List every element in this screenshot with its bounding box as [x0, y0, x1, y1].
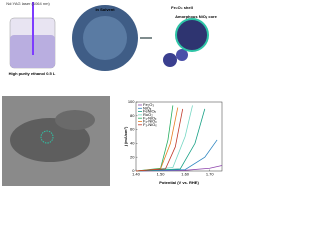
legend-label: RuO₂ — [143, 112, 153, 117]
y-tick-label: 40 — [130, 140, 135, 145]
tem-image — [2, 96, 110, 186]
plot-frame — [135, 101, 223, 172]
x-tick-label: 1.60 — [181, 172, 190, 177]
series-line — [135, 139, 218, 172]
legend-label: F₃-NiOₓ — [143, 122, 157, 127]
legend-label: F₂-NiOₓ — [143, 119, 157, 124]
graphical-abstract: Nd:YAG laser (1064 nm) High purity ethan… — [2, 1, 223, 186]
highlight — [40, 130, 54, 144]
beaker-label: High purity ethanol 0.5 L — [9, 71, 56, 76]
y-tick-label: 0 — [132, 168, 135, 173]
schematic: Nd:YAG laser (1064 nm) High purity ethan… — [6, 1, 217, 76]
series-line — [135, 108, 206, 172]
x-tick-label: 1.50 — [157, 172, 166, 177]
x-axis-label: Potential (V vs. RHE) — [159, 180, 199, 185]
legend-label: Fe₂O₃ — [143, 102, 154, 107]
series-line — [135, 108, 184, 172]
core-shell — [175, 18, 209, 52]
x-tick-label: 1.70 — [206, 172, 215, 177]
chart: 0 20 40 60 80 100 1.40 1.50 1.60 1.70 Potential (V… — [123, 99, 223, 185]
y-axis-label: j (mA/cm²) — [123, 126, 128, 147]
legend-label: F₁-NiOₓ — [143, 115, 157, 120]
shell-label: Fe₂O₃ shell — [171, 5, 193, 10]
particle — [163, 53, 177, 67]
legend-label: FeNiOₓ — [143, 109, 157, 114]
y-tick-label: 60 — [130, 127, 135, 132]
particle — [176, 49, 188, 61]
y-tick-label: 80 — [130, 113, 135, 118]
core-label: Amorphous NiOₓ core — [175, 14, 217, 19]
solvent-label: In Solvent — [95, 7, 115, 12]
x-tick-label: 1.40 — [132, 172, 141, 177]
laser-label: Nd:YAG laser (1064 nm) — [6, 1, 50, 6]
y-tick-label: 20 — [130, 154, 135, 159]
plasma — [83, 16, 127, 60]
legend-label: NiOₓ — [143, 105, 152, 110]
y-tick-label: 100 — [128, 99, 135, 104]
particle-cluster — [55, 110, 95, 130]
